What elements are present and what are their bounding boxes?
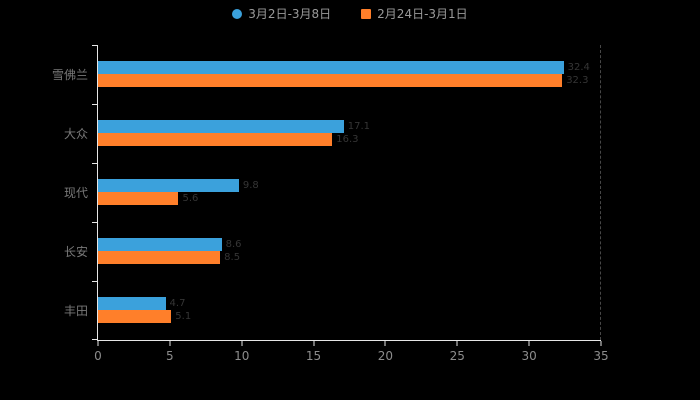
x-axis-tickmark [97, 341, 99, 346]
category-label: 大众 [63, 127, 88, 141]
category-label: 现代 [63, 186, 88, 200]
x-tick-label: 20 [377, 349, 394, 363]
x-axis-tickmark [241, 341, 243, 346]
bar-group: 9.8 5.6 [98, 163, 601, 205]
x-axis-tickmark [169, 341, 171, 346]
legend-label: 3月2日-3月8日 [248, 7, 332, 21]
y-axis-tick [92, 339, 97, 340]
bar-value-label: 16.3 [336, 134, 359, 145]
x-axis-tickmark [384, 341, 386, 346]
x-tick-label: 10 [234, 349, 250, 363]
category-row: 雪佛兰 32.4 32.3 [52, 45, 601, 104]
bar[interactable]: 8.6 [98, 238, 242, 251]
x-tick-label: 30 [521, 349, 537, 363]
bar[interactable]: 4.7 [98, 297, 185, 310]
y-axis-tick [92, 222, 97, 223]
bar[interactable]: 16.3 [98, 133, 359, 146]
bar-value-label: 4.7 [169, 298, 186, 309]
legend-item[interactable]: 2月24日-3月1日 [361, 7, 468, 21]
bar-value-label: 32.3 [566, 75, 589, 86]
y-axis-tick [92, 104, 97, 105]
x-tick-label: 15 [305, 349, 322, 363]
x-axis-tickmark [456, 341, 458, 346]
bar-value-label: 5.6 [182, 193, 199, 204]
x-tick-label: 5 [166, 349, 174, 363]
bar-group: 32.4 32.3 [98, 45, 601, 87]
legend-item[interactable]: 3月2日-3月8日 [232, 7, 331, 21]
x-axis-tickmark [600, 341, 602, 346]
category-label: 雪佛兰 [51, 68, 88, 82]
x-axis-tickmark [528, 341, 530, 346]
category-label: 丰田 [63, 304, 88, 318]
category-label: 长安 [63, 245, 88, 259]
y-axis-tick [92, 45, 97, 46]
bar-value-label: 8.5 [224, 252, 241, 263]
bar[interactable]: 32.4 [98, 61, 590, 74]
bar[interactable]: 8.5 [98, 251, 240, 264]
x-tick-label: 0 [94, 349, 102, 363]
square-icon [361, 9, 372, 19]
bar[interactable]: 9.8 [98, 179, 259, 192]
right-gridline [600, 45, 601, 340]
category-row: 大众 17.1 16.3 [64, 104, 601, 163]
x-tick-label: 25 [449, 349, 465, 363]
bar-group: 8.6 8.5 [98, 222, 601, 264]
bar[interactable]: 5.6 [98, 192, 198, 205]
bar-value-label: 32.4 [567, 62, 590, 73]
bar-value-label: 17.1 [347, 121, 371, 132]
x-tick-label: 35 [593, 349, 609, 363]
category-row: 丰田 4.7 5.1 [64, 281, 601, 340]
y-axis-tick [92, 281, 97, 282]
bar-group: 17.1 16.3 [98, 104, 601, 146]
legend: 3月2日-3月8日 2月24日-3月1日 [0, 7, 700, 21]
plot-area: 雪佛兰 32.4 32.3 大众 17.1 16.3 现代 9.8 5.6 长安 8.6 8.5 丰田 4… [52, 45, 609, 363]
bar[interactable]: 32.3 [98, 74, 588, 87]
category-row: 长安 8.6 8.5 [64, 222, 601, 281]
circle-icon [232, 9, 243, 19]
bar-value-label: 9.8 [242, 180, 259, 191]
category-row: 现代 9.8 5.6 [64, 163, 601, 222]
bar-group: 4.7 5.1 [98, 281, 601, 323]
legend-label: 2月24日-3月1日 [377, 7, 468, 21]
y-axis-tick [92, 163, 97, 164]
x-axis-tickmark [313, 341, 315, 346]
bar[interactable]: 17.1 [98, 120, 370, 133]
bar[interactable]: 5.1 [98, 310, 191, 323]
bar-value-label: 5.1 [175, 311, 192, 322]
bar-rows: 雪佛兰 32.4 32.3 大众 17.1 16.3 现代 9.8 5.6 长安 8.6 8.5 丰田 4… [52, 45, 601, 340]
bar-value-label: 8.6 [225, 239, 242, 250]
